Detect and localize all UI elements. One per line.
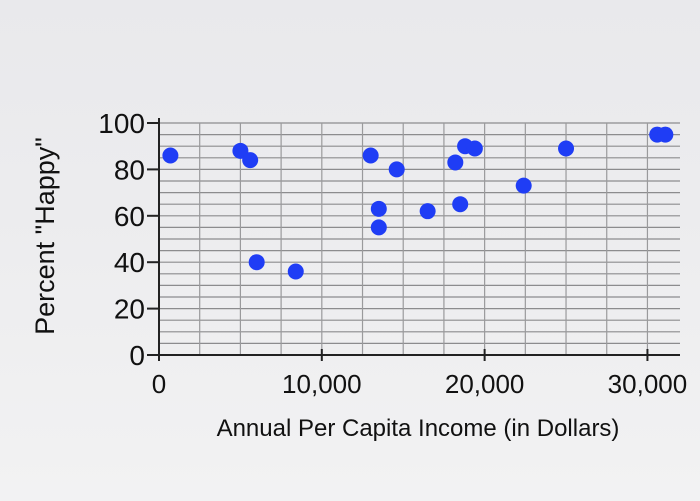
data-point <box>248 254 265 271</box>
data-point <box>162 147 179 164</box>
data-point <box>558 140 575 157</box>
data-point <box>466 140 483 157</box>
data-point <box>242 152 259 169</box>
x-tick-label: 30,000 <box>608 369 688 399</box>
data-point <box>452 196 469 213</box>
data-point <box>419 203 436 220</box>
x-axis-title: Annual Per Capita Income (in Dollars) <box>217 415 620 442</box>
x-axis-ticks: 0 10,000 20,000 30,000 <box>152 349 687 399</box>
y-axis-title: Percent "Happy" <box>30 137 60 335</box>
data-point <box>370 200 387 217</box>
x-tick-label: 20,000 <box>445 369 525 399</box>
data-points <box>162 126 674 280</box>
y-tick-label: 20 <box>114 294 145 325</box>
x-tick-label: 10,000 <box>282 369 362 399</box>
y-tick-label: 0 <box>129 340 145 371</box>
grid-lines <box>159 122 680 356</box>
data-point <box>657 126 674 143</box>
data-point <box>447 154 464 171</box>
y-tick-label: 60 <box>114 201 145 232</box>
data-point <box>370 219 387 236</box>
y-tick-label: 100 <box>98 108 145 139</box>
data-point <box>362 147 379 164</box>
y-tick-label: 80 <box>114 154 145 185</box>
x-tick-label: 0 <box>152 369 166 399</box>
data-point <box>287 263 304 280</box>
data-point <box>515 177 532 194</box>
y-tick-label: 40 <box>114 247 145 278</box>
data-point <box>388 161 405 178</box>
y-axis-ticks: 0 20 40 60 80 100 <box>98 108 159 371</box>
